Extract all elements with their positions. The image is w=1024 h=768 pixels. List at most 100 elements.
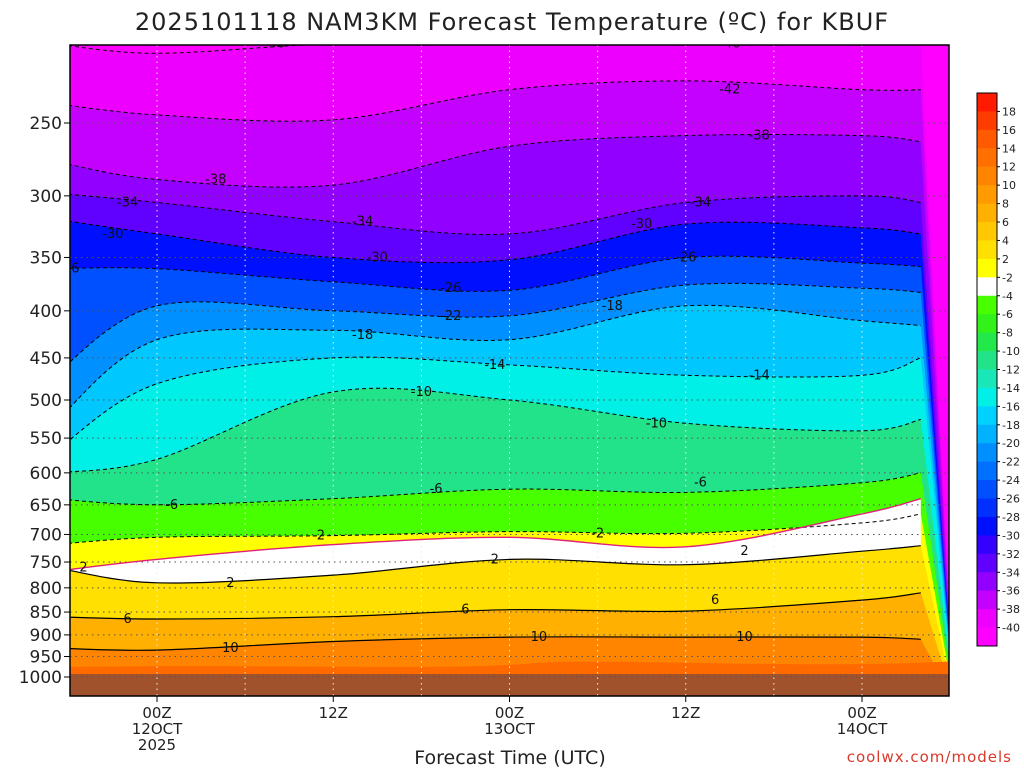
colorbar-swatch [977, 295, 997, 315]
contour-label: -34 [117, 195, 138, 210]
isotherm-line [70, 513, 921, 544]
colorbar-swatch [977, 93, 997, 112]
isotherm-line [70, 304, 921, 409]
colorbar-label: -28 [1002, 511, 1020, 524]
colorbar-label: 18 [1002, 105, 1016, 118]
contour-label: 6 [461, 603, 469, 618]
colorbar-swatch [977, 387, 997, 407]
colorbar-swatch [977, 277, 997, 297]
colorbar-label: 4 [1002, 234, 1009, 247]
colorbar-swatch [977, 627, 997, 647]
y-tick-label: 650 [30, 496, 62, 516]
x-tick-label: 00Z [847, 704, 876, 722]
colorbar-label: -26 [1002, 493, 1020, 506]
contour-label: 6 [711, 593, 719, 608]
contour-label: -30 [367, 250, 388, 265]
colorbar-label: -16 [1002, 400, 1020, 413]
colorbar-swatch [977, 166, 997, 186]
colorbar-label: -2 [1002, 271, 1013, 284]
colorbar-label: -14 [1002, 382, 1020, 395]
colorbar-label: -34 [1002, 566, 1020, 579]
y-tick-label: 750 [30, 553, 62, 573]
colorbar-label: 16 [1002, 124, 1016, 137]
x-axis-label: Forecast Time (UTC) [414, 747, 605, 768]
colorbar-swatch [977, 480, 997, 500]
y-tick-label: 900 [30, 626, 62, 646]
colorbar-label: -30 [1002, 529, 1020, 542]
colorbar-label: -4 [1002, 290, 1013, 303]
x-tick-label: 00Z [495, 704, 524, 722]
colorbar-label: -10 [1002, 345, 1020, 358]
ground-layer [70, 674, 949, 696]
colorbar-swatch [977, 535, 997, 555]
isotherm-line [70, 387, 921, 473]
colorbar-swatch [977, 351, 997, 370]
y-tick-label: 800 [30, 579, 62, 599]
colorbar-label: -32 [1002, 548, 1020, 561]
colorbar-legend: 18 16 14 12 10 8 6 4 2 -2 -4 -6 -8 -10 -12 -14 -16 -18 -20… [976, 92, 1020, 647]
contour-label: -26 [440, 281, 461, 296]
colorbar-swatch [977, 553, 997, 573]
colorbar-label: 8 [1002, 198, 1009, 211]
colorbar-swatch [977, 516, 997, 536]
colorbar-swatch [977, 111, 997, 131]
x-tick-label: 12Z [671, 704, 700, 722]
y-tick-label: 400 [30, 302, 62, 322]
contour-label: -42 [719, 83, 740, 98]
contour-label: 10 [736, 630, 753, 645]
contour-label: -38 [205, 173, 226, 188]
colorbar-swatch [977, 148, 997, 168]
contour-label: -18 [352, 328, 373, 343]
isotherm-line [70, 255, 921, 292]
colorbar-swatch [977, 185, 997, 205]
colorbar-swatch [977, 129, 997, 149]
contour-label: 10 [222, 641, 239, 656]
contour-label: -38 [749, 129, 770, 144]
colorbar-swatch [977, 314, 997, 334]
y-tick-label: 450 [30, 349, 62, 369]
contour-label: -18 [602, 299, 623, 314]
pressure-axis: 250 300 350 400 450 500 550 600 650 700 750 800 850 9… [19, 114, 70, 688]
colorbar-label: -36 [1002, 585, 1020, 598]
contour-label: 2 [491, 552, 499, 567]
colorbar-swatch [977, 369, 997, 389]
isotherm-line [70, 220, 921, 264]
colorbar-label: 10 [1002, 179, 1016, 192]
chart-title: 2025101118 NAM3KM Forecast Temperature (… [135, 8, 889, 36]
contour-label: -46 [719, 37, 740, 52]
contour-label: -50 [264, 37, 285, 52]
isotherm-line [70, 592, 921, 620]
colorbar-label: -20 [1002, 437, 1020, 450]
isotherm-line [70, 636, 921, 651]
contour-label: 6 [123, 612, 131, 627]
isotherm-line [70, 194, 921, 236]
x-tick-label: 14OCT [837, 720, 888, 738]
isotherm-line [70, 545, 921, 584]
colorbar-label: -6 [1002, 308, 1013, 321]
y-tick-label: 300 [30, 187, 62, 207]
colorbar-swatch [977, 443, 997, 463]
colorbar-label: -22 [1002, 456, 1020, 469]
colorbar-label: 6 [1002, 216, 1009, 229]
colorbar-label: -18 [1002, 419, 1020, 432]
colorbar-swatch [977, 590, 997, 610]
colorbar-label: -12 [1002, 364, 1020, 377]
colorbar-label: -24 [1002, 474, 1020, 487]
contour-label: -2 [312, 529, 325, 544]
contour-label: 10 [531, 630, 548, 645]
contour-label: -6 [430, 482, 443, 497]
colorbar-swatch [977, 240, 997, 260]
colorbar-label: -8 [1002, 327, 1013, 340]
contour-label: -22 [440, 309, 461, 324]
isotherm-line [70, 80, 921, 122]
y-tick-label: 950 [30, 648, 62, 668]
colorbar-label: 14 [1002, 142, 1016, 155]
contour-label: -34 [352, 215, 373, 230]
y-tick-label: 850 [30, 603, 62, 623]
colorbar-swatch [977, 332, 997, 352]
contour-label: -10 [411, 385, 432, 400]
y-tick-label: 350 [30, 248, 62, 268]
plot-area: -50 -46-42-38-38-34-34-34-30-30-30-26-26-… [70, 37, 949, 696]
isotherm-contours: -50 -46-42-38-38-34-34-34-30-30-30-26-26-… [70, 37, 921, 656]
